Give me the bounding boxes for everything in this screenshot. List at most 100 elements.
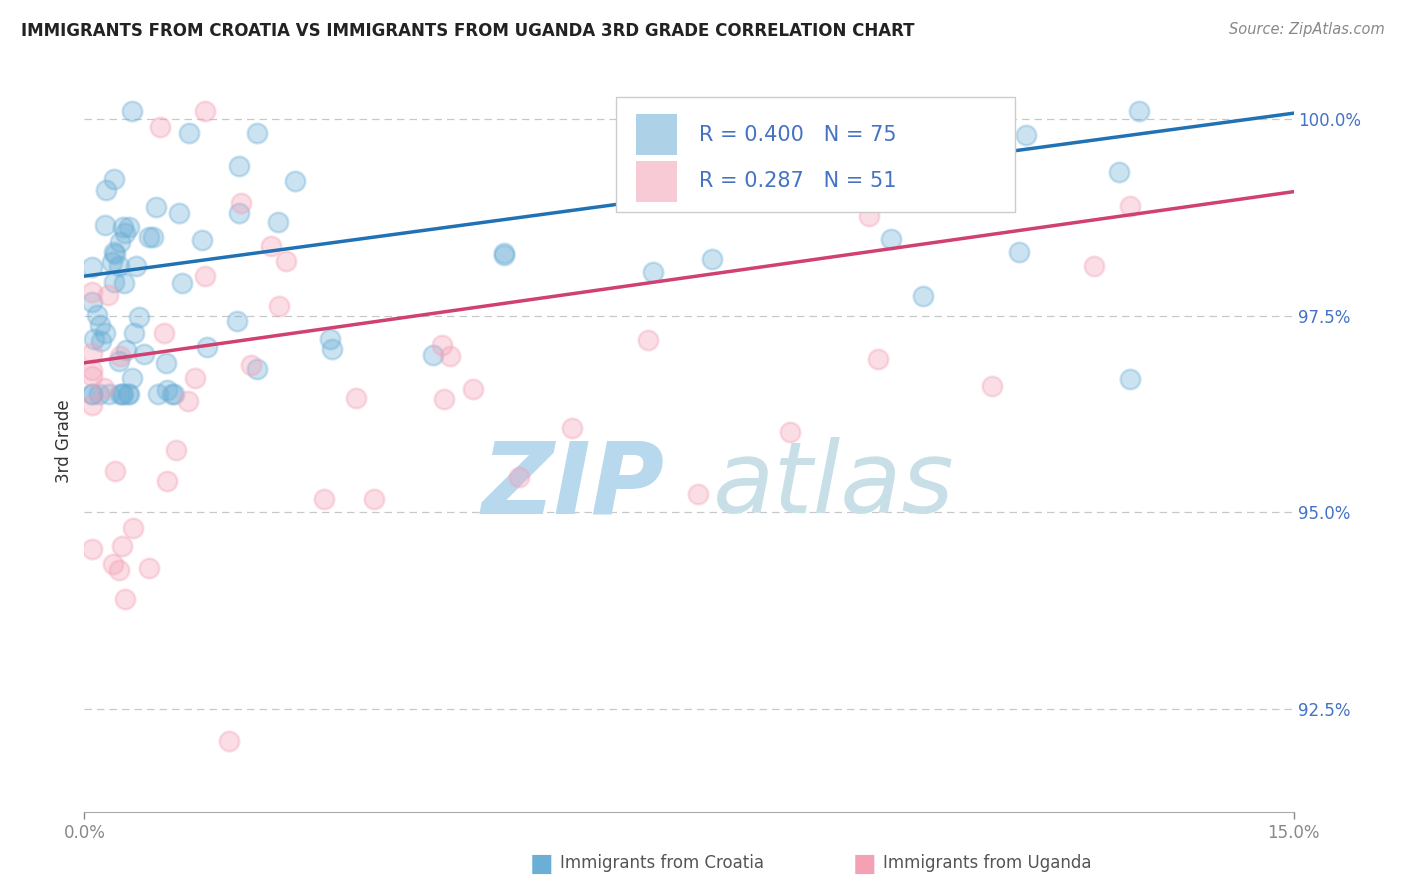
Point [228,159,250,173]
Point [108,235,131,249]
Point [883,183,905,197]
Point [82,363,104,377]
Point [194,103,217,118]
Point [246,361,269,376]
Point [114,226,136,240]
Point [128,310,150,325]
Point [82,294,104,309]
Point [118,219,141,234]
Text: Immigrants from Uganda: Immigrants from Uganda [883,855,1091,872]
Point [463,382,485,396]
Y-axis label: 3rd Grade: 3rd Grade [55,400,73,483]
Point [82,368,104,383]
Point [858,210,880,224]
Point [702,252,724,267]
Point [167,206,190,220]
Point [112,387,135,401]
Point [240,358,263,372]
Point [1083,260,1105,274]
Point [686,487,709,501]
Point [651,112,673,126]
Point [122,521,145,535]
Point [117,387,139,401]
Text: ZIP: ZIP [482,437,665,534]
Point [1008,245,1031,260]
Point [82,542,104,557]
Point [218,734,240,748]
Point [96,183,118,197]
Point [492,247,515,261]
Point [107,563,129,577]
Point [184,371,207,385]
Point [433,392,456,407]
Point [108,387,131,401]
Point [643,265,665,279]
Point [89,318,111,333]
Point [112,219,135,234]
Point [101,558,124,572]
Point [111,539,134,553]
Point [637,333,659,347]
Point [83,332,105,346]
Text: ■: ■ [853,852,876,875]
Point [195,340,218,354]
Point [108,350,131,364]
Point [246,126,269,140]
Point [121,103,143,118]
Point [561,421,583,435]
Point [138,230,160,244]
Point [132,346,155,360]
Text: IMMIGRANTS FROM CROATIA VS IMMIGRANTS FROM UGANDA 3RD GRADE CORRELATION CHART: IMMIGRANTS FROM CROATIA VS IMMIGRANTS FR… [21,22,914,40]
Point [108,260,131,274]
Point [101,255,124,269]
Point [112,276,135,290]
Point [1128,103,1150,118]
Point [855,155,877,169]
Point [93,381,115,395]
Point [422,348,444,362]
Point [82,285,104,300]
Point [165,442,187,457]
Text: R = 0.400   N = 75: R = 0.400 N = 75 [699,125,896,145]
Text: R = 0.287   N = 51: R = 0.287 N = 51 [699,171,896,191]
Point [163,387,186,401]
Point [267,300,290,314]
Point [260,238,283,252]
Point [344,391,367,405]
Point [93,219,115,233]
Point [156,474,179,488]
Point [124,259,146,273]
Point [866,351,889,366]
Point [104,464,127,478]
Point [319,332,342,346]
Point [880,232,903,246]
Point [228,206,250,220]
Point [1118,371,1140,385]
Point [115,343,138,357]
Point [283,174,305,188]
Point [231,196,253,211]
Point [179,126,201,140]
Point [508,469,530,483]
Point [146,387,169,401]
Point [267,215,290,229]
Point [103,275,125,289]
Point [90,334,112,349]
Point [82,345,104,359]
Point [911,288,934,302]
Point [145,200,167,214]
Point [176,394,198,409]
Point [104,247,127,261]
Point [86,308,108,322]
Point [363,492,385,507]
Point [170,276,193,290]
Point [97,387,120,401]
Point [868,193,890,207]
Point [1118,199,1140,213]
Point [194,268,217,283]
Point [314,491,336,506]
Point [160,387,183,401]
Point [89,387,111,401]
Text: Immigrants from Croatia: Immigrants from Croatia [560,855,763,872]
Point [830,170,852,185]
